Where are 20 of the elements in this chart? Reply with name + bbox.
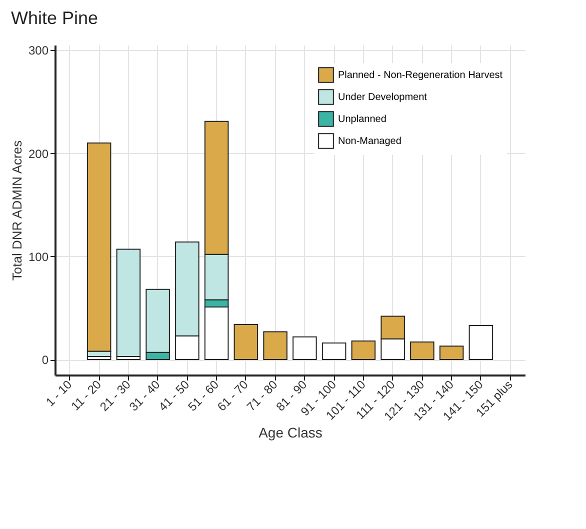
y-tick-label: 200 xyxy=(28,146,49,161)
legend-label: Under Development xyxy=(338,92,428,103)
bar xyxy=(322,342,346,360)
y-tick-label: 300 xyxy=(28,44,49,58)
y-axis-title: Total DNR ADMIN Acres xyxy=(9,140,24,281)
legend-label: Non-Managed xyxy=(338,136,402,147)
chart-title: White Pine xyxy=(10,8,98,28)
bar xyxy=(351,340,376,360)
legend-label: Unplanned xyxy=(338,114,386,125)
bar xyxy=(439,346,464,360)
bar xyxy=(263,331,288,360)
legend-label: Planned - Non-Regeneration Harvest xyxy=(338,70,503,81)
y-tick-label: 0 xyxy=(42,353,49,368)
bar xyxy=(468,325,494,360)
bar xyxy=(234,324,258,360)
y-tick-label: 100 xyxy=(28,250,49,264)
bar xyxy=(116,248,141,357)
bar xyxy=(292,336,317,360)
bar xyxy=(410,342,434,360)
x-axis-title: Age Class xyxy=(258,424,322,441)
